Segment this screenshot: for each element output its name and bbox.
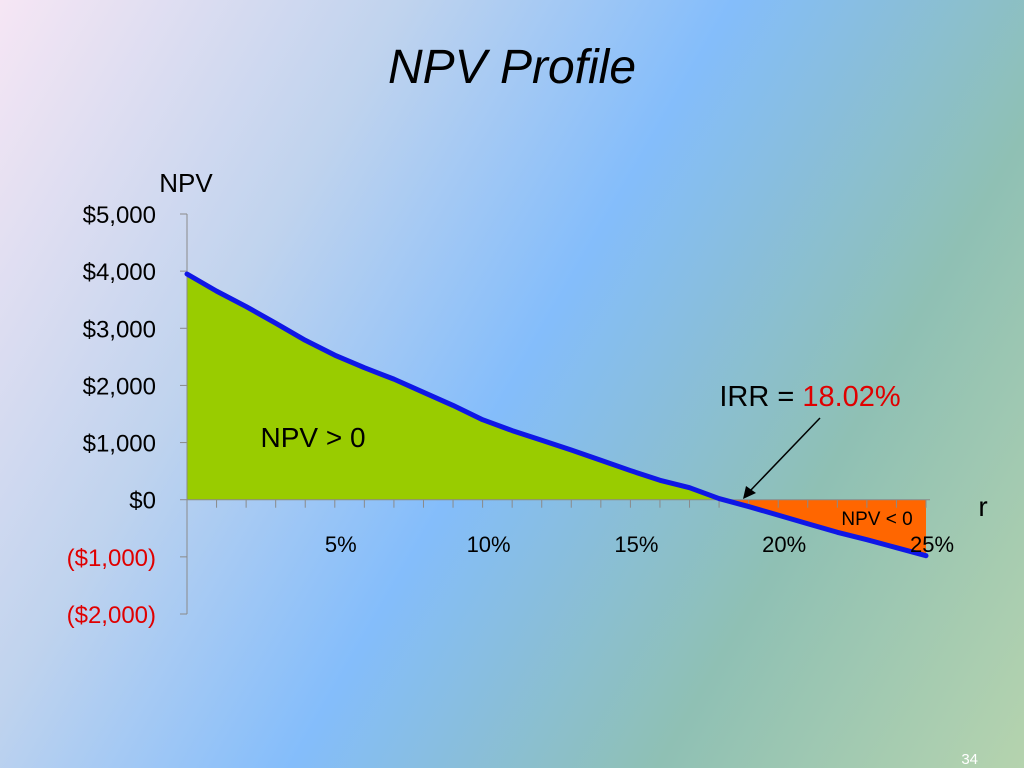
irr-arrow <box>743 417 821 499</box>
x-axis-title: r <box>978 491 987 522</box>
y-tick-label: $0 <box>129 488 156 515</box>
area-fills <box>187 274 926 556</box>
positive-npv-area <box>187 274 720 500</box>
y-tick-label: $4,000 <box>83 259 156 286</box>
axes <box>180 213 930 615</box>
y-tick-label: ($1,000) <box>67 545 156 572</box>
irr-annotation-label: IRR = <box>719 381 802 413</box>
y-axis-title: NPV <box>159 168 213 198</box>
x-tick-label: 25% <box>910 532 954 557</box>
irr-annotation-value: 18.02% <box>802 381 900 413</box>
x-tick-label: 5% <box>325 532 357 557</box>
negative-region-label: NPV < 0 <box>841 509 912 530</box>
y-tick-label: $1,000 <box>83 431 156 458</box>
y-tick-label: ($2,000) <box>67 602 156 629</box>
positive-region-label: NPV > 0 <box>260 422 365 453</box>
slide-number: 34 <box>961 751 978 768</box>
x-tick-label: 15% <box>614 532 658 557</box>
y-tick-label: $3,000 <box>83 316 156 343</box>
x-tick-label: 10% <box>467 532 511 557</box>
npv-line <box>184 271 929 559</box>
y-tick-label: $5,000 <box>83 202 156 229</box>
labels: $5,000 $4,000 $3,000 $2,000 $1,000 $0 ($1,000)… <box>67 202 954 629</box>
slide-title: NPV Profile <box>387 41 637 94</box>
x-tick-label: 20% <box>762 532 806 557</box>
npv-curve-group <box>184 271 929 559</box>
y-tick-label: $2,000 <box>83 373 156 400</box>
irr-annotation: IRR = 18.02% <box>719 381 900 413</box>
